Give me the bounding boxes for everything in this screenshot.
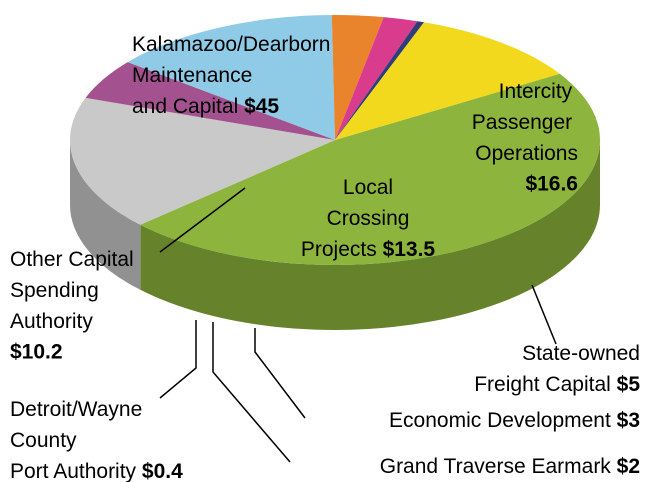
category-label: Detroit/Wayne County Port Authority $0.4: [10, 398, 183, 482]
pie-tops: [69, 15, 600, 265]
pie-slice: [140, 73, 600, 265]
category-label: Grand Traverse Earmark $2: [380, 455, 640, 478]
labels: Kalamazoo/Dearborn Maintenance and Capital…: [10, 33, 640, 482]
pie-slice: [335, 21, 425, 140]
category-label: Kalamazoo/Dearborn Maintenance and Capital…: [132, 33, 330, 118]
leader-line: [212, 322, 291, 463]
slice-label: Intercity Passenger Operations $16.6: [472, 80, 578, 196]
pie-side: [70, 140, 141, 290]
leader-line: [159, 320, 197, 399]
pie-side: [140, 140, 600, 331]
pie-slice: [331, 15, 384, 140]
slice-label: State-owned Freight Capital $5: [474, 342, 640, 396]
pie-slice: [335, 22, 560, 140]
value-label: $10.2: [10, 341, 63, 364]
slice-label: Other Capital Spending Authority $10.2: [10, 248, 140, 364]
leader-line: [254, 328, 306, 419]
value-label: $16.6: [525, 173, 578, 196]
value-label: $2: [617, 455, 640, 478]
leader-line: [531, 284, 557, 345]
pie-slice: [69, 97, 336, 225]
pie-slice: [85, 62, 335, 140]
slice-label: Kalamazoo/Dearborn Maintenance and Capital…: [132, 33, 330, 118]
category-label: State-owned Freight Capital $5: [474, 342, 640, 396]
value-label: $3: [617, 409, 640, 432]
value-label: $45: [244, 95, 279, 118]
pie-slice: [335, 17, 418, 141]
value-label: $5: [617, 373, 641, 396]
pie-slice: [127, 15, 335, 141]
category-label: Economic Development $3: [389, 409, 640, 432]
category-label: Intercity Passenger Operations: [472, 80, 578, 165]
slice-label: Economic Development $3: [389, 409, 640, 432]
leader-line: [159, 187, 246, 253]
category-label: Local Crossing Projects $13.5: [301, 176, 436, 261]
category-label: Other Capital Spending Authority: [10, 248, 140, 333]
slice-label: Detroit/Wayne County Port Authority $0.4: [10, 398, 183, 482]
value-label: $0.4: [142, 460, 183, 482]
leader-lines: [159, 187, 557, 463]
slice-label: Local Crossing Projects $13.5: [301, 176, 436, 261]
slice-label: Grand Traverse Earmark $2: [380, 455, 640, 478]
value-label: $13.5: [383, 238, 436, 261]
pie-sides: [70, 140, 600, 331]
